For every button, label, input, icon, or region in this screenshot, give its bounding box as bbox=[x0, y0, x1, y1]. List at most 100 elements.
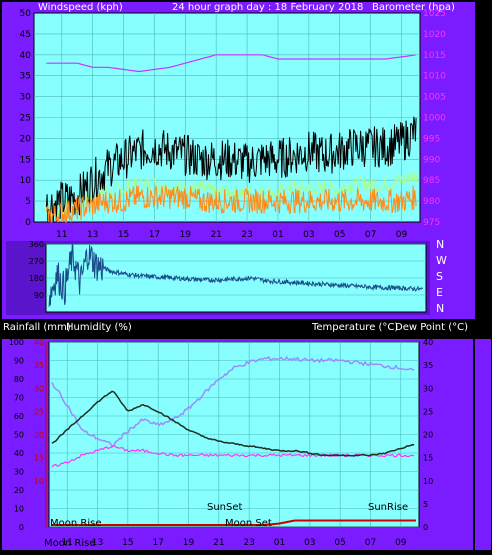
bottom-x-tick-label: 07 bbox=[365, 538, 376, 548]
bottom-x-ticks: 11 13 15 17 19 21 23 01 03 05 07 09 bbox=[61, 538, 406, 548]
direction-series bbox=[48, 244, 423, 307]
rain-tick-label: 25 bbox=[34, 407, 44, 416]
humidity-tick-label: 30 bbox=[14, 468, 24, 477]
temperature-series bbox=[51, 390, 415, 457]
humidity-tick-label: 100 bbox=[9, 338, 24, 347]
wind-avg-series bbox=[45, 185, 417, 223]
bottom-x-tick-label: 15 bbox=[122, 538, 133, 548]
windspeed-label: Windspeed (kph) bbox=[38, 2, 123, 13]
rain-tick-label: 35 bbox=[34, 361, 44, 370]
temperature-label: Temperature (°C) bbox=[311, 322, 398, 333]
top-left-tick-label: 10 bbox=[20, 176, 32, 186]
temperature-tick-label: 25 bbox=[423, 407, 433, 416]
humidity-tick-label: 70 bbox=[14, 394, 24, 403]
top-right-tick-label: 995 bbox=[423, 134, 440, 144]
top-x-tick-label: 01 bbox=[272, 230, 283, 240]
compass-label: N bbox=[436, 302, 444, 315]
wind-gust-series bbox=[45, 116, 417, 223]
rain-tick-label: 30 bbox=[34, 384, 44, 393]
top-x-tick-label: 05 bbox=[334, 230, 345, 240]
bottom-x-tick-label: 01 bbox=[274, 538, 285, 548]
top-x-tick-label: 11 bbox=[56, 230, 67, 240]
bottom-x-tick-label: 09 bbox=[395, 538, 407, 548]
top-x-tick-label: 09 bbox=[396, 230, 408, 240]
top-right-tick-label: 1000 bbox=[423, 114, 446, 124]
direction-tick-label: 360 bbox=[29, 240, 44, 249]
top-left-tick-label: 40 bbox=[20, 51, 32, 61]
humidity-tick-label: 10 bbox=[14, 505, 24, 514]
top-right-tick-label: 1020 bbox=[423, 30, 446, 40]
humidity-tick-label: 0 bbox=[19, 523, 24, 532]
compass-label: S bbox=[436, 270, 443, 283]
rainfall-label: Rainfall (mm) bbox=[3, 322, 71, 333]
temperature-tick-label: 35 bbox=[423, 361, 433, 370]
sunset-annotation: SunSet bbox=[207, 502, 243, 513]
temperature-tick-label: 40 bbox=[423, 338, 433, 347]
top-x-tick-label: 19 bbox=[180, 230, 192, 240]
top-x-tick-label: 13 bbox=[87, 230, 98, 240]
humidity-label: Humidity (%) bbox=[66, 322, 132, 333]
top-left-tick-label: 25 bbox=[20, 114, 31, 124]
top-right-tick-label: 975 bbox=[423, 218, 440, 228]
top-right-tick-label: 1010 bbox=[423, 72, 446, 82]
top-x-ticks: 11 13 15 17 19 21 23 01 03 05 07 09 bbox=[56, 230, 407, 240]
bottom-x-tick-label: 21 bbox=[213, 538, 224, 548]
top-x-tick-label: 21 bbox=[210, 230, 221, 240]
temperature-tick-label: 5 bbox=[423, 500, 428, 509]
rain-ticks: 10 15 20 25 30 35 40 bbox=[34, 338, 44, 486]
top-right-tick-label: 1005 bbox=[423, 93, 446, 103]
moon-rise-bottom-annotation: Moon Rise bbox=[44, 538, 95, 549]
top-right-tick-label: 985 bbox=[423, 176, 440, 186]
top-right-tick-label: 1025 bbox=[423, 9, 446, 19]
humidity-tick-label: 20 bbox=[14, 486, 24, 495]
bottom-x-tick-label: 13 bbox=[92, 538, 103, 548]
sunrise-annotation: SunRise bbox=[368, 502, 408, 513]
humidity-ticks: 0 10 20 30 40 50 60 70 80 90 100 bbox=[9, 338, 24, 532]
top-left-tick-label: 15 bbox=[20, 155, 31, 165]
direction-tick-label: 270 bbox=[29, 257, 44, 266]
bottom-x-tick-label: 17 bbox=[152, 538, 163, 548]
rain-tick-label: 10 bbox=[34, 477, 44, 486]
temperature-tick-label: 10 bbox=[423, 477, 433, 486]
top-left-tick-label: 45 bbox=[20, 30, 31, 40]
moon-set-annotation: Moon Set bbox=[225, 518, 272, 529]
bottom-x-tick-label: 23 bbox=[243, 538, 254, 548]
temperature-tick-label: 0 bbox=[423, 523, 428, 532]
bottom-x-tick-label: 19 bbox=[183, 538, 195, 548]
top-x-tick-label: 15 bbox=[118, 230, 129, 240]
rain-tick-label: 20 bbox=[34, 431, 44, 440]
humidity-tick-label: 80 bbox=[14, 375, 24, 384]
top-x-tick-label: 03 bbox=[303, 230, 314, 240]
direction-series bbox=[48, 244, 423, 307]
direction-tick-label: 90 bbox=[34, 291, 44, 300]
top-left-tick-label: 0 bbox=[25, 218, 31, 228]
temperature-tick-label: 15 bbox=[423, 454, 433, 463]
top-left-tick-label: 30 bbox=[20, 93, 32, 103]
bottom-x-tick-label: 05 bbox=[334, 538, 345, 548]
top-right-tick-label: 1015 bbox=[423, 51, 446, 61]
rain-tick-label: 40 bbox=[34, 338, 44, 347]
humidity-tick-label: 40 bbox=[14, 449, 24, 458]
compass-label: N bbox=[436, 238, 444, 251]
humidity-tick-label: 90 bbox=[14, 357, 24, 366]
top-right-ticks: 975 980 985 990 995 1000 1005 1010 1015 1020 1025 bbox=[423, 9, 446, 228]
direction-tick-label: 180 bbox=[29, 274, 44, 283]
chart-title: 24 hour graph day : 18 February 2018 bbox=[172, 2, 363, 13]
top-right-tick-label: 980 bbox=[423, 197, 440, 207]
direction-ticks: 360 270 180 90 bbox=[29, 240, 44, 300]
top-left-ticks: 0 5 10 15 20 25 30 35 40 45 50 bbox=[20, 9, 32, 228]
top-x-tick-label: 17 bbox=[149, 230, 160, 240]
top-left-tick-label: 5 bbox=[25, 197, 31, 207]
humidity-tick-label: 60 bbox=[14, 412, 24, 421]
compass-label: W bbox=[436, 254, 447, 267]
barometer-series bbox=[46, 54, 416, 73]
top-left-tick-label: 20 bbox=[20, 134, 32, 144]
temperature-ticks: 0 5 10 15 20 25 30 35 40 bbox=[423, 338, 433, 532]
rainfall-series bbox=[52, 519, 416, 526]
temperature-tick-label: 20 bbox=[423, 431, 433, 440]
top-right-tick-label: 990 bbox=[423, 155, 440, 165]
labels-row-bg bbox=[2, 320, 475, 338]
